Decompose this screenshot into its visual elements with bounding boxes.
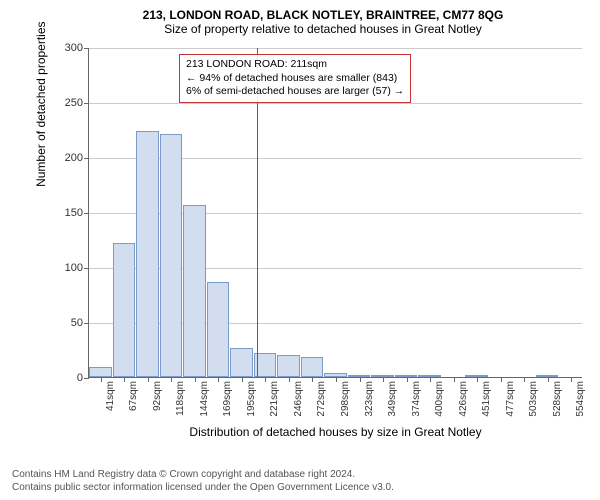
ytick-label: 150 [65, 207, 83, 219]
histogram-bar [371, 375, 394, 377]
xtick-mark [360, 377, 361, 382]
xtick-mark [336, 377, 337, 382]
ytick-label: 100 [65, 262, 83, 274]
ytick-label: 250 [65, 97, 83, 109]
xtick-label: 451sqm [481, 381, 492, 417]
xtick-mark [195, 377, 196, 382]
footer-line-2: Contains public sector information licen… [12, 481, 394, 494]
histogram-bar [536, 375, 559, 377]
gridline [89, 103, 582, 104]
xtick-label: 221sqm [269, 381, 280, 417]
xtick-label: 554sqm [575, 381, 586, 417]
xtick-mark [242, 377, 243, 382]
xtick-label: 195sqm [246, 381, 257, 417]
xtick-label: 477sqm [505, 381, 516, 417]
ytick-label: 50 [71, 317, 83, 329]
histogram-bar [89, 367, 112, 377]
xtick-label: 67sqm [128, 381, 139, 411]
histogram-bar [207, 282, 230, 377]
xtick-mark [383, 377, 384, 382]
xtick-mark [218, 377, 219, 382]
footer-attribution: Contains HM Land Registry data © Crown c… [12, 468, 394, 494]
histogram-bar [230, 348, 253, 377]
annotation-box: 213 LONDON ROAD: 211sqm← 94% of detached… [179, 54, 411, 103]
xtick-mark [124, 377, 125, 382]
xtick-label: 41sqm [105, 381, 116, 411]
histogram-bar [136, 131, 159, 377]
ytick-label: 200 [65, 152, 83, 164]
xtick-mark [312, 377, 313, 382]
histogram-bar [301, 357, 324, 377]
xtick-label: 298sqm [340, 381, 351, 417]
xtick-label: 528sqm [552, 381, 563, 417]
histogram-bar [277, 355, 300, 377]
xtick-label: 400sqm [434, 381, 445, 417]
xtick-label: 323sqm [364, 381, 375, 417]
ytick-label: 300 [65, 42, 83, 54]
histogram-bar [113, 243, 136, 377]
xtick-mark [571, 377, 572, 382]
xtick-label: 118sqm [175, 381, 186, 416]
ytick-label: 0 [77, 372, 83, 384]
footer-line-1: Contains HM Land Registry data © Crown c… [12, 468, 394, 481]
histogram-bar [418, 375, 441, 377]
y-axis-label: Number of detached properties [34, 21, 48, 186]
xtick-label: 246sqm [293, 381, 304, 417]
chart-address-title: 213, LONDON ROAD, BLACK NOTLEY, BRAINTRE… [58, 8, 588, 22]
xtick-mark [477, 377, 478, 382]
xtick-mark [171, 377, 172, 382]
chart-container: 213, LONDON ROAD, BLACK NOTLEY, BRAINTRE… [58, 8, 588, 418]
xtick-mark [501, 377, 502, 382]
histogram-bar [465, 375, 488, 377]
histogram-bar [395, 375, 418, 377]
xtick-label: 503sqm [528, 381, 539, 417]
xtick-label: 349sqm [387, 381, 398, 417]
chart-subtitle: Size of property relative to detached ho… [58, 22, 588, 36]
xtick-label: 374sqm [411, 381, 422, 417]
plot-area: Number of detached properties Distributi… [88, 48, 582, 378]
annotation-line: 213 LONDON ROAD: 211sqm [186, 58, 404, 72]
gridline [89, 48, 582, 49]
xtick-mark [548, 377, 549, 382]
annotation-line: ← 94% of detached houses are smaller (84… [186, 72, 404, 86]
xtick-label: 169sqm [222, 381, 233, 417]
histogram-bar [324, 373, 347, 377]
xtick-mark [454, 377, 455, 382]
xtick-mark [407, 377, 408, 382]
xtick-mark [265, 377, 266, 382]
xtick-mark [289, 377, 290, 382]
ytick-mark [84, 378, 89, 379]
xtick-label: 92sqm [152, 381, 163, 411]
xtick-mark [430, 377, 431, 382]
xtick-mark [148, 377, 149, 382]
xtick-mark [524, 377, 525, 382]
histogram-bar [160, 134, 183, 377]
xtick-label: 426sqm [458, 381, 469, 417]
xtick-label: 144sqm [199, 381, 210, 417]
histogram-bar [348, 375, 371, 377]
xtick-label: 272sqm [316, 381, 327, 417]
histogram-bar [183, 205, 206, 377]
xtick-mark [101, 377, 102, 382]
x-axis-label: Distribution of detached houses by size … [189, 425, 481, 439]
annotation-line: 6% of semi-detached houses are larger (5… [186, 85, 404, 99]
